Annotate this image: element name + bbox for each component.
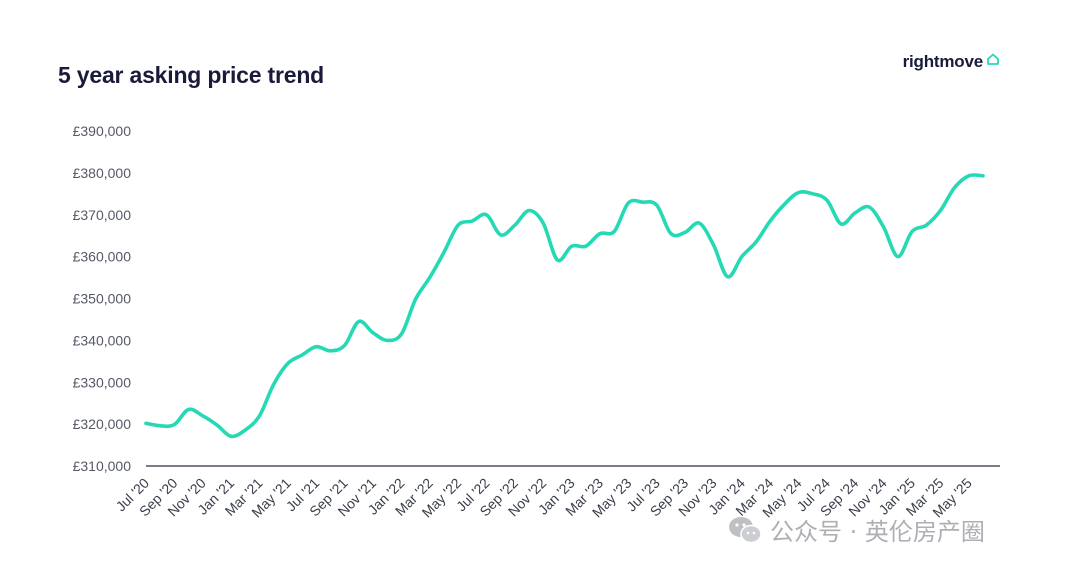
y-tick-label: £360,000 [73, 249, 132, 265]
y-tick-label: £330,000 [73, 374, 132, 390]
y-tick-label: £370,000 [73, 207, 132, 223]
watermark: 公众号 · 英伦房产圈 [728, 512, 985, 547]
y-tick-label: £310,000 [73, 458, 132, 474]
rightmove-logo: rightmove [903, 52, 1000, 72]
chart-title: 5 year asking price trend [58, 62, 325, 88]
y-axis: £310,000 £320,000 £330,000 £340,000 £350,000… [73, 123, 132, 474]
price-trend-line [144, 173, 985, 439]
y-tick-label: £350,000 [73, 291, 132, 307]
y-tick-label: £340,000 [73, 332, 132, 348]
house-icon [987, 53, 999, 65]
y-tick-label: £380,000 [73, 165, 132, 181]
y-tick-label: £390,000 [73, 123, 132, 139]
watermark-text: 公众号 · 英伦房产圈 [770, 518, 985, 546]
brand-name: rightmove [902, 52, 984, 71]
y-tick-label: £320,000 [73, 416, 132, 432]
wechat-icon [728, 515, 762, 545]
